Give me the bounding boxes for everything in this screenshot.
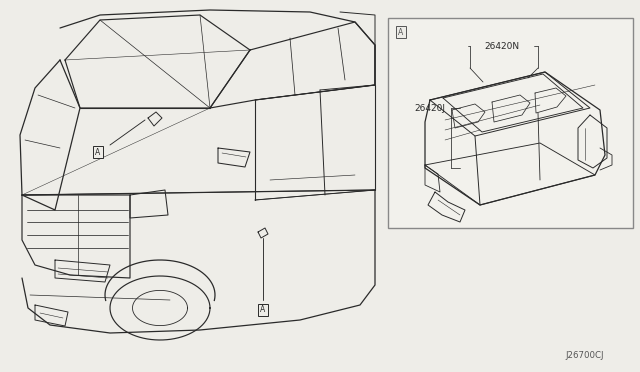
Text: 26420N: 26420N <box>484 42 520 51</box>
Text: A: A <box>260 305 266 314</box>
Text: J26700CJ: J26700CJ <box>566 352 604 360</box>
Bar <box>388 18 633 228</box>
Text: A: A <box>95 148 100 157</box>
Text: A: A <box>398 28 404 36</box>
Text: 26420J: 26420J <box>415 103 445 112</box>
